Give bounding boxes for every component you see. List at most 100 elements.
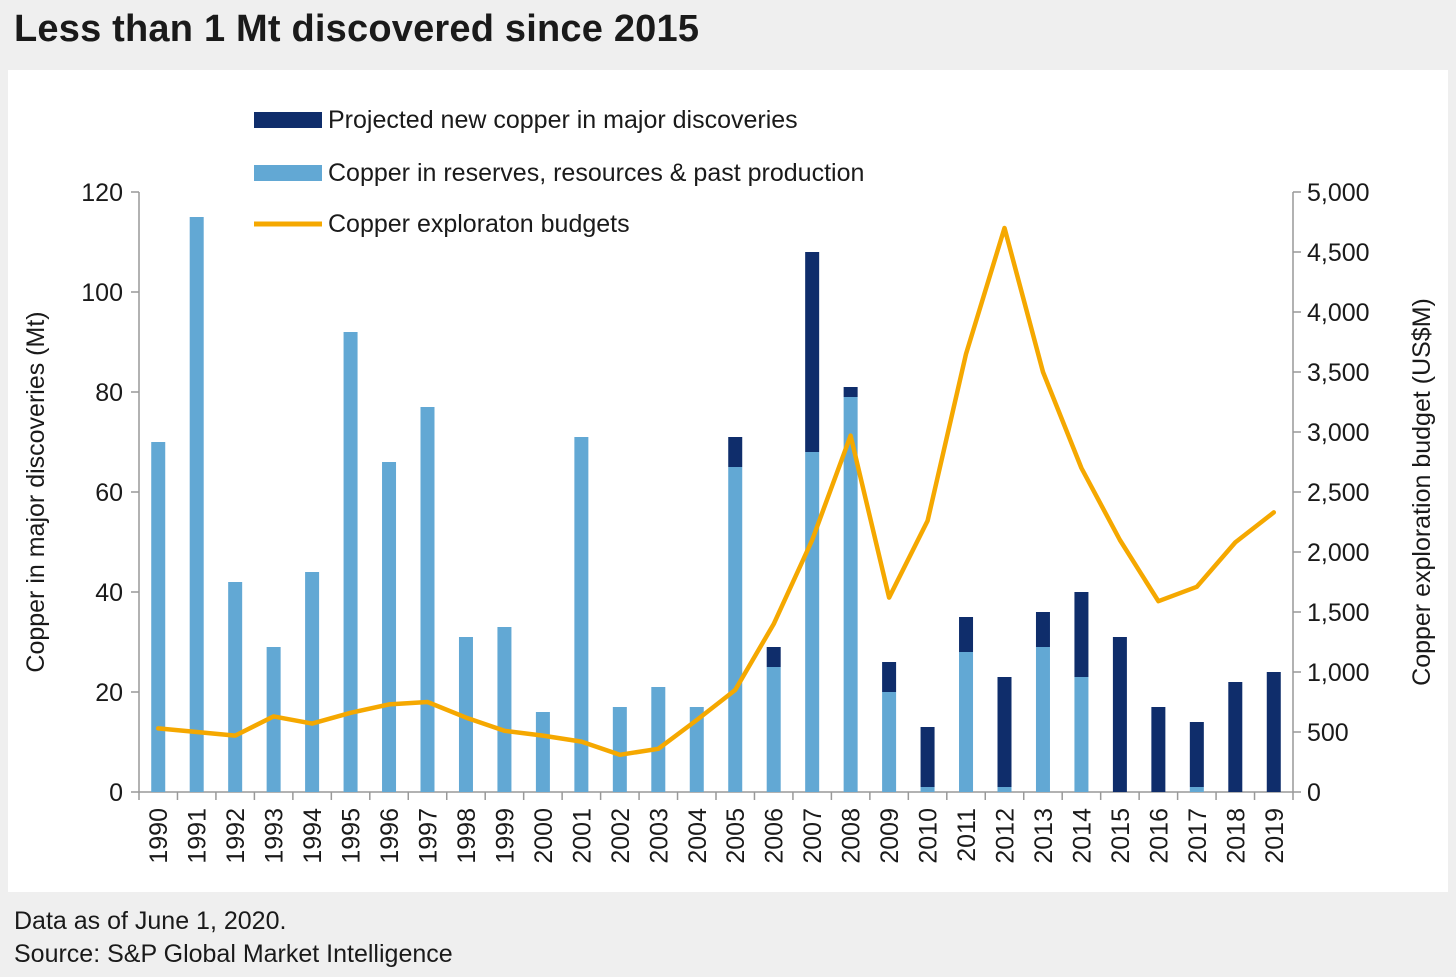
bar-projected xyxy=(766,647,781,667)
right-tick-label: 500 xyxy=(1307,719,1349,747)
x-tick-label: 2008 xyxy=(838,808,866,864)
budget-line xyxy=(155,225,1277,758)
bar-projected xyxy=(1035,612,1050,647)
bar-reserves xyxy=(420,407,435,792)
bar-reserves xyxy=(689,707,704,792)
x-tick-label: 1992 xyxy=(222,808,250,864)
bar-projected xyxy=(1189,722,1204,787)
right-tick-label: 1,000 xyxy=(1307,659,1370,687)
x-tick-label: 1998 xyxy=(453,808,481,864)
legend-label-reserves: Copper in reserves, resources & past pro… xyxy=(328,159,864,187)
x-tick-label: 2011 xyxy=(953,808,981,862)
x-tick-label: 2018 xyxy=(1222,808,1250,864)
x-tick-label: 2019 xyxy=(1261,808,1289,864)
x-tick-label: 2004 xyxy=(684,808,712,864)
bar-reserves xyxy=(843,397,858,792)
legend-label-projected: Projected new copper in major discoverie… xyxy=(328,106,798,134)
bar-projected xyxy=(1151,707,1166,792)
left-tick-label: 60 xyxy=(95,479,123,507)
x-tick-label: 2005 xyxy=(722,808,750,864)
x-tick-label: 1994 xyxy=(299,808,327,864)
bar-reserves xyxy=(959,652,974,792)
left-tick-label: 20 xyxy=(95,679,123,707)
left-tick-label: 40 xyxy=(95,579,123,607)
bar-reserves xyxy=(1035,647,1050,792)
bar-reserves xyxy=(382,462,397,792)
plot-area: 0 20 40 60 80 100 120 0 500 1,000 1,500 2,000 2,500 3… xyxy=(81,179,1369,864)
footer: Data as of June 1, 2020. Source: S&P Glo… xyxy=(14,905,453,971)
x-tick-label: 1995 xyxy=(338,808,366,864)
x-tick-label: 2015 xyxy=(1107,808,1135,864)
legend: Projected new copper in major discoverie… xyxy=(254,106,864,238)
left-tick-label: 0 xyxy=(109,779,123,807)
left-axis-title: Copper in major discoveries (Mt) xyxy=(22,311,50,672)
bar-projected xyxy=(920,727,935,787)
x-tick-label: 2001 xyxy=(568,808,596,864)
bar-reserves xyxy=(343,332,358,792)
bar-projected xyxy=(1112,637,1127,792)
chart-title: Less than 1 Mt discovered since 2015 xyxy=(14,8,700,50)
bar-projected xyxy=(805,252,820,452)
bar-projected xyxy=(1074,592,1089,677)
bar-projected xyxy=(843,387,858,397)
left-tick-label: 80 xyxy=(95,379,123,407)
left-tick-label: 100 xyxy=(81,279,123,307)
x-tick-label: 2017 xyxy=(1184,808,1212,864)
right-tick-label: 5,000 xyxy=(1307,179,1370,207)
x-tick-label: 2013 xyxy=(1030,808,1058,864)
bar-reserves xyxy=(305,572,320,792)
right-tick-label: 1,500 xyxy=(1307,599,1370,627)
data-note: Data as of June 1, 2020. xyxy=(14,907,287,935)
bar-reserves xyxy=(535,712,550,792)
bar-reserves xyxy=(997,787,1012,792)
right-tick-label: 3,000 xyxy=(1307,419,1370,447)
bar-reserves xyxy=(805,452,820,792)
bar-reserves xyxy=(228,582,243,792)
x-tick-label: 1996 xyxy=(376,808,404,864)
bar-projected xyxy=(959,617,974,652)
right-tick-label: 2,500 xyxy=(1307,479,1370,507)
x-tick-label: 2014 xyxy=(1068,808,1096,864)
x-tick-label: 2010 xyxy=(915,808,943,864)
right-tick-label: 4,500 xyxy=(1307,239,1370,267)
bar-reserves xyxy=(1189,787,1204,792)
source-note: Source: S&P Global Market Intelligence xyxy=(14,940,453,968)
right-tick-label: 0 xyxy=(1307,779,1321,807)
x-tick-label: 1993 xyxy=(261,808,289,864)
left-tick-label: 120 xyxy=(81,179,123,207)
bar-reserves xyxy=(497,627,512,792)
bar-reserves xyxy=(151,442,166,792)
x-tick-label: 2012 xyxy=(992,808,1020,864)
x-tick-label: 2003 xyxy=(645,808,673,864)
right-tick-label: 4,000 xyxy=(1307,299,1370,327)
bar-reserves xyxy=(1074,677,1089,792)
bar-reserves xyxy=(920,787,935,792)
x-tick-label: 2006 xyxy=(761,808,789,864)
bar-projected xyxy=(1228,682,1243,792)
legend-swatch-projected xyxy=(254,112,322,128)
bar-reserves xyxy=(651,687,666,792)
bar-reserves xyxy=(766,667,781,792)
x-tick-label: 1990 xyxy=(145,808,173,864)
x-tick-label: 1991 xyxy=(184,808,212,864)
legend-label-budgets: Copper exploraton budgets xyxy=(328,210,630,238)
chart: Projected new copper in major discoverie… xyxy=(22,106,1436,864)
bar-projected xyxy=(882,662,897,692)
bar-reserves xyxy=(266,647,281,792)
bar-reserves xyxy=(574,437,589,792)
right-axis-title: Copper exploration budget (US$M) xyxy=(1408,298,1436,686)
bar-reserves xyxy=(189,217,204,792)
x-tick-label: 2007 xyxy=(799,808,827,864)
bar-reserves xyxy=(728,467,743,792)
x-tick-label: 2016 xyxy=(1145,808,1173,864)
legend-swatch-reserves xyxy=(254,165,322,181)
x-tick-label: 2000 xyxy=(530,808,558,864)
bar-projected xyxy=(997,677,1012,787)
bar-reserves xyxy=(612,707,627,792)
bar-projected xyxy=(1266,672,1281,792)
x-tick-label: 2002 xyxy=(607,808,635,864)
bar-reserves xyxy=(458,637,473,792)
bar-reserves xyxy=(882,692,897,792)
bar-projected xyxy=(728,437,743,467)
x-tick-label: 1997 xyxy=(415,808,443,864)
